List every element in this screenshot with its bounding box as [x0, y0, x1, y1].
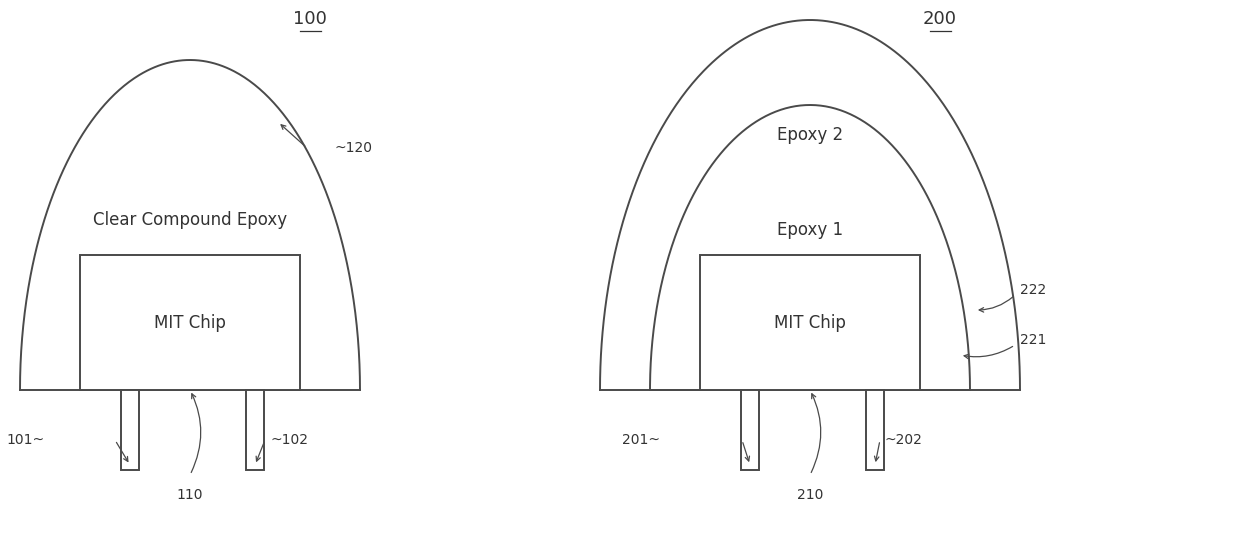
- Text: Clear Compound Epoxy: Clear Compound Epoxy: [93, 211, 288, 229]
- Bar: [701, 255, 920, 390]
- Text: 210: 210: [797, 488, 823, 502]
- Text: 100: 100: [293, 10, 327, 28]
- Text: 221: 221: [1021, 333, 1047, 347]
- Text: 201~: 201~: [622, 433, 660, 447]
- Text: 101~: 101~: [7, 433, 45, 447]
- Text: 222: 222: [1021, 283, 1047, 297]
- Bar: [742, 390, 759, 470]
- Text: ~102: ~102: [270, 433, 308, 447]
- Text: 200: 200: [923, 10, 957, 28]
- Text: MIT Chip: MIT Chip: [154, 314, 226, 332]
- Text: ~120: ~120: [335, 141, 373, 155]
- Text: MIT Chip: MIT Chip: [774, 314, 846, 332]
- Bar: [81, 255, 300, 390]
- Bar: [122, 390, 139, 470]
- Text: Epoxy 1: Epoxy 1: [777, 221, 843, 239]
- Text: 110: 110: [177, 488, 203, 502]
- Bar: [246, 390, 264, 470]
- Text: Epoxy 2: Epoxy 2: [777, 126, 843, 144]
- Bar: [866, 390, 884, 470]
- Text: ~202: ~202: [885, 433, 923, 447]
